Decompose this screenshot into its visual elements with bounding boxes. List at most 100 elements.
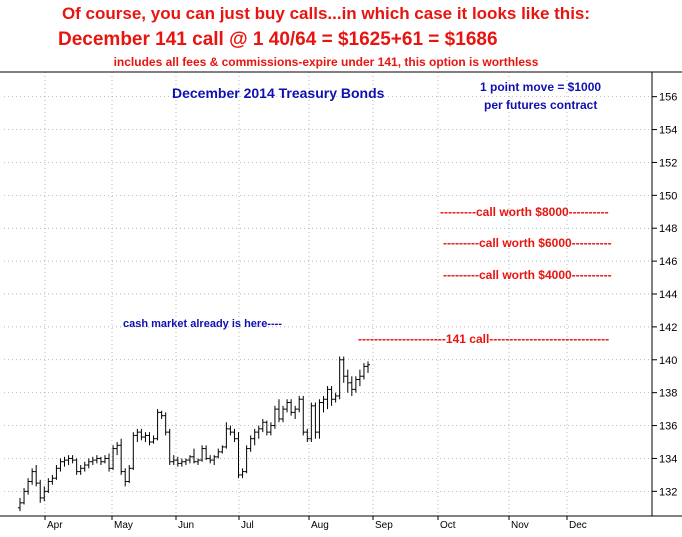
ohlc-bar bbox=[139, 428, 144, 441]
ohlc-bar bbox=[301, 395, 306, 436]
y-tick-label: 154 bbox=[659, 125, 677, 137]
ohlc-bar bbox=[163, 412, 168, 436]
ohlc-bar bbox=[208, 455, 213, 464]
ohlc-bar bbox=[127, 465, 132, 484]
ohlc-bar bbox=[42, 486, 47, 502]
ohlc-bar bbox=[268, 422, 273, 436]
x-tick-label: Apr bbox=[47, 520, 63, 531]
call-worth-6000-annotation: ---------call worth $6000---------- bbox=[443, 236, 612, 250]
ohlc-bar bbox=[333, 392, 338, 403]
ohlc-bar bbox=[220, 445, 225, 454]
ohlc-bar bbox=[228, 425, 233, 436]
ohlc-bar bbox=[321, 395, 326, 413]
ohlc-bar bbox=[159, 410, 164, 419]
ohlc-bar bbox=[179, 458, 184, 467]
y-tick-label: 140 bbox=[659, 355, 677, 367]
ohlc-bar bbox=[264, 420, 269, 436]
y-tick-label: 150 bbox=[659, 190, 677, 202]
ohlc-bar bbox=[281, 405, 286, 423]
ohlc-bar bbox=[66, 455, 71, 466]
ohlc-bar bbox=[147, 432, 152, 446]
strike-141-annotation: ----------------------141 call----------… bbox=[358, 332, 610, 346]
ohlc-bar bbox=[337, 356, 342, 400]
ohlc-bar bbox=[196, 458, 201, 466]
ohlc-bar bbox=[305, 428, 310, 442]
y-tick-label: 138 bbox=[659, 388, 677, 400]
x-tick-label: May bbox=[114, 520, 133, 531]
ohlc-bar bbox=[46, 478, 51, 493]
ohlc-bar bbox=[98, 456, 103, 466]
cash-market-annotation: cash market already is here---- bbox=[123, 318, 282, 330]
ohlc-bar bbox=[293, 405, 298, 419]
ohlc-bar bbox=[329, 386, 334, 406]
ohlc-bar bbox=[325, 386, 330, 410]
ohlc-bar bbox=[252, 428, 257, 446]
ohlc-bar bbox=[119, 438, 124, 475]
ohlc-bar bbox=[30, 468, 35, 485]
ohlc-bar bbox=[183, 458, 188, 466]
ohlc-bar bbox=[62, 456, 67, 467]
axis-layer: 132 134 136 138 140 142 144 146 148 150 152 154 156 A… bbox=[0, 71, 682, 531]
ohlc-bar bbox=[54, 465, 59, 480]
ohlc-bar bbox=[143, 432, 148, 442]
ohlc-bar bbox=[192, 448, 196, 464]
x-tick-label: Aug bbox=[311, 520, 329, 531]
y-tick-label: 148 bbox=[659, 223, 677, 235]
ohlc-bar bbox=[34, 465, 39, 487]
ohlc-bar bbox=[345, 369, 350, 393]
ohlc-bar bbox=[212, 455, 217, 466]
y-tick-label: 136 bbox=[659, 421, 677, 433]
ohlc-bar bbox=[155, 409, 160, 441]
header-line-2: December 141 call @ 1 40/64 = $1625+61 =… bbox=[58, 29, 498, 50]
ohlc-bar bbox=[240, 468, 245, 479]
ohlc-bar bbox=[187, 455, 192, 464]
ohlc-bar bbox=[86, 458, 91, 469]
y-tick-label: 142 bbox=[659, 322, 677, 334]
ohlc-bar bbox=[341, 356, 346, 383]
y-tick-label: 132 bbox=[659, 486, 677, 498]
y-tick-label: 144 bbox=[659, 289, 677, 301]
ohlc-bar bbox=[82, 461, 87, 472]
grid-layer bbox=[4, 72, 652, 516]
ohlc-bar bbox=[216, 448, 221, 459]
ohlc-bar bbox=[232, 428, 237, 442]
y-tick-label: 156 bbox=[659, 92, 677, 104]
ohlc-bar bbox=[167, 428, 172, 466]
header-line-3: includes all fees & commissions-expire u… bbox=[113, 55, 539, 69]
call-worth-8000-annotation: ---------call worth $8000---------- bbox=[440, 205, 609, 219]
ohlc-bar bbox=[151, 435, 156, 444]
call-worth-4000-annotation: ---------call worth $4000---------- bbox=[443, 268, 612, 282]
ohlc-bar bbox=[131, 432, 136, 470]
ohlc-bar bbox=[285, 399, 290, 413]
chart-title: December 2014 Treasury Bonds bbox=[172, 85, 385, 101]
ohlc-bar bbox=[107, 453, 112, 472]
ohlc-bar bbox=[50, 474, 55, 485]
ohlc-bar bbox=[248, 435, 253, 452]
ohlc-bar bbox=[361, 363, 366, 380]
ohlc-bar bbox=[74, 458, 79, 475]
ohlc-bar bbox=[102, 455, 107, 464]
ohlc-bar bbox=[349, 376, 354, 396]
contract-note-line-2: per futures contract bbox=[484, 98, 598, 112]
ohlc-bar bbox=[78, 465, 83, 475]
ohlc-bar bbox=[317, 399, 322, 439]
ohlc-bar bbox=[70, 455, 75, 464]
y-tick-label: 152 bbox=[659, 157, 677, 169]
contract-note-line-1: 1 point move = $1000 bbox=[480, 80, 602, 94]
ohlc-bar bbox=[204, 445, 209, 461]
ohlc-bar bbox=[123, 468, 128, 487]
ohlc-bar bbox=[171, 455, 176, 466]
x-tick-label: Jul bbox=[241, 520, 254, 531]
ohlc-bar bbox=[353, 376, 358, 393]
ohlc-bar bbox=[297, 395, 302, 413]
ohlc-bar bbox=[115, 442, 120, 456]
x-tick-label: Sep bbox=[375, 520, 393, 531]
ohlc-bar bbox=[224, 422, 229, 449]
ohlc-bar bbox=[276, 399, 281, 423]
ohlc-bar bbox=[244, 445, 249, 474]
x-tick-label: Jun bbox=[178, 520, 194, 531]
ohlc-bar bbox=[26, 478, 31, 495]
ohlc-bar bbox=[175, 456, 180, 467]
ohlc-bar bbox=[38, 479, 43, 503]
